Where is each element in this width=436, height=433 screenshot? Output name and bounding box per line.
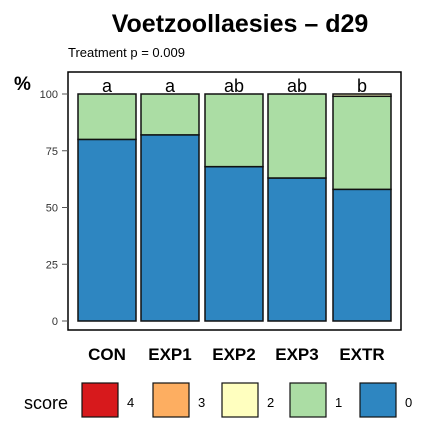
bar-segment-exp3-score-0 [267,177,327,322]
legend-label: 0 [405,395,412,410]
y-tick-label: 0 [52,316,58,328]
chart-title: Voetzoollaesies – d29 [112,10,369,38]
bar-segment-exp3-score-1 [267,93,327,179]
y-axis: 0 25 50 75 100 [40,89,68,328]
bar-segment-con-score-0 [77,138,137,322]
y-tick-label: 50 [46,203,58,215]
bars-group [77,93,392,322]
legend-label: 3 [198,395,205,410]
legend-key-score-1 [289,382,327,418]
bar-segment-con-score-1 [77,93,137,141]
significance-letter: b [357,76,367,96]
significance-letter: a [165,76,176,96]
chart-subtitle: Treatment p = 0.009 [68,45,185,60]
bar-segment-exp2-score-0 [204,165,264,322]
legend-key-score-2 [221,382,259,418]
annotations-group: a a ab ab b [102,76,367,96]
x-axis: CON EXP1 EXP2 EXP3 EXTR [88,345,385,364]
y-tick-label: 100 [40,89,58,101]
bar-segment-extr-score-0 [332,188,392,322]
x-tick-label: EXTR [339,345,384,364]
significance-letter: ab [287,76,307,96]
bar-segment-extr-score-1 [332,95,392,191]
y-axis-label: % [14,74,31,95]
x-tick-label: CON [88,345,126,364]
y-tick-label: 25 [46,259,58,271]
legend-key-score-4 [81,382,119,418]
x-tick-label: EXP2 [212,345,255,364]
bar-segment-exp1-score-1 [140,93,200,136]
significance-letter: ab [224,76,244,96]
bar-segment-extr-score-2 [332,93,392,98]
legend-title: score [24,393,68,413]
legend-key-score-0 [359,382,397,418]
x-tick-label: EXP3 [275,345,318,364]
legend: score 4 3 2 1 0 [24,382,412,418]
legend-label: 1 [335,395,342,410]
bar-segment-exp1-score-0 [140,134,200,322]
bar-segment-exp2-score-1 [204,93,264,168]
legend-key-score-3 [152,382,190,418]
significance-letter: a [102,76,113,96]
x-tick-label: EXP1 [148,345,191,364]
legend-label: 2 [267,395,274,410]
legend-label: 4 [127,395,134,410]
y-tick-label: 75 [46,146,58,158]
